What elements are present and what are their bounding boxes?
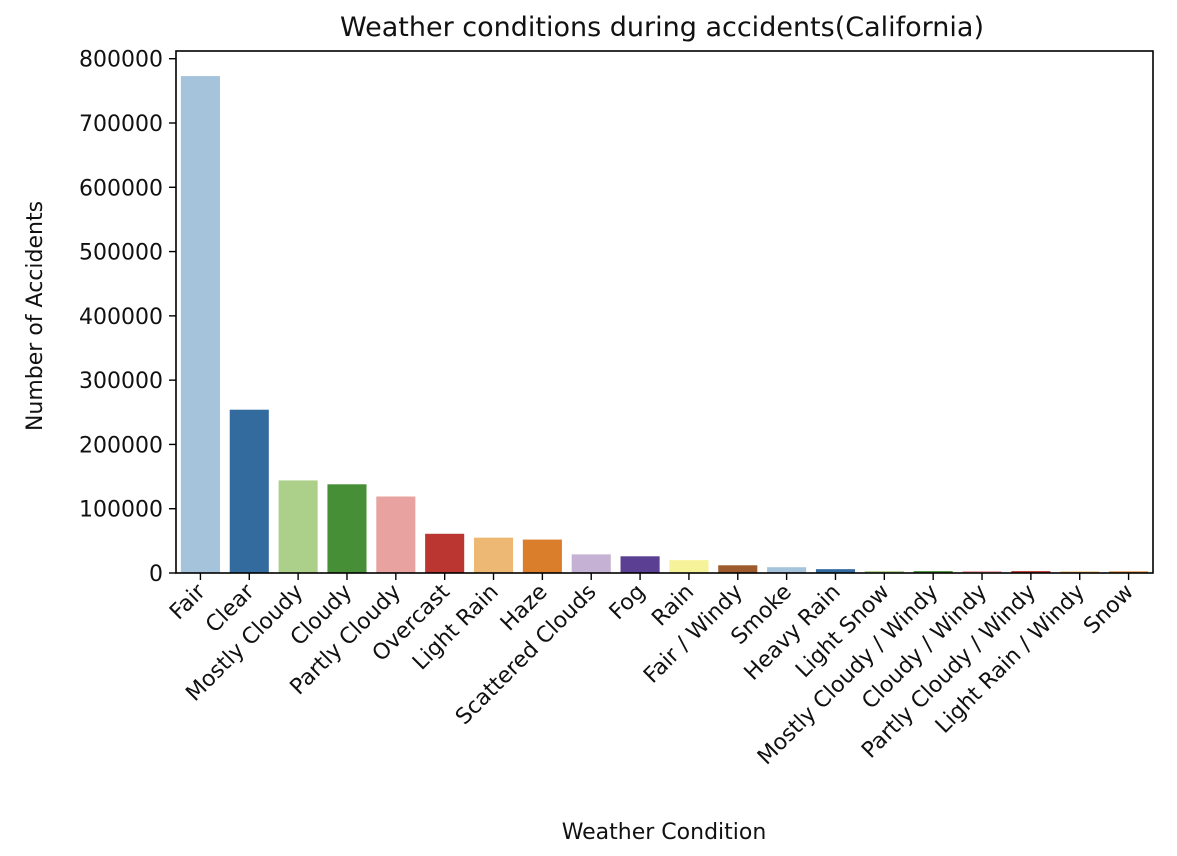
- y-tick-label: 500000: [79, 241, 163, 266]
- y-tick-label: 700000: [79, 112, 163, 137]
- y-axis-label: Number of Accidents: [23, 201, 48, 431]
- y-tick-label: 100000: [79, 498, 163, 523]
- bars-group: [180, 76, 1149, 574]
- bar-snow: [1109, 571, 1149, 573]
- y-tick-label: 400000: [79, 305, 163, 330]
- bar-haze: [522, 539, 562, 573]
- bar-fog: [620, 556, 660, 573]
- bar-overcast: [425, 533, 465, 573]
- bar-fair: [180, 76, 220, 574]
- bar-mostly-cloudy-windy: [913, 571, 953, 573]
- bar-light-rain-windy: [1060, 571, 1100, 573]
- bar-light-snow: [864, 571, 904, 573]
- x-axis-label: Weather Condition: [562, 820, 767, 845]
- chart-title: Weather conditions during accidents(Cali…: [340, 12, 984, 43]
- bar-clear: [229, 409, 269, 573]
- y-tick-label: 300000: [79, 369, 163, 394]
- bar-scattered-clouds: [571, 554, 611, 573]
- bar-light-rain: [473, 537, 514, 573]
- y-tick-label: 200000: [79, 433, 163, 458]
- y-axis-ticks: 0 100000 200000 300000 400000 500000 600000 700…: [79, 48, 176, 587]
- bar-rain: [669, 560, 709, 573]
- bar-mostly-cloudy: [278, 480, 318, 573]
- bar-cloudy: [327, 484, 367, 573]
- bar-partly-cloudy-windy: [1011, 571, 1051, 573]
- bar-cloudy-windy: [962, 571, 1002, 573]
- y-tick-label: 0: [149, 562, 163, 587]
- bar-fair-windy: [718, 565, 758, 573]
- y-tick-label: 600000: [79, 176, 163, 201]
- bar-partly-cloudy: [376, 496, 416, 573]
- plot-frame: [175, 50, 1154, 574]
- y-tick-label: 800000: [79, 48, 163, 73]
- x-tick-label-snow: Snow: [1079, 580, 1139, 640]
- bar-smoke: [767, 567, 807, 573]
- bar-heavy-rain: [815, 569, 856, 573]
- x-tick-label-fog: Fog: [605, 580, 650, 625]
